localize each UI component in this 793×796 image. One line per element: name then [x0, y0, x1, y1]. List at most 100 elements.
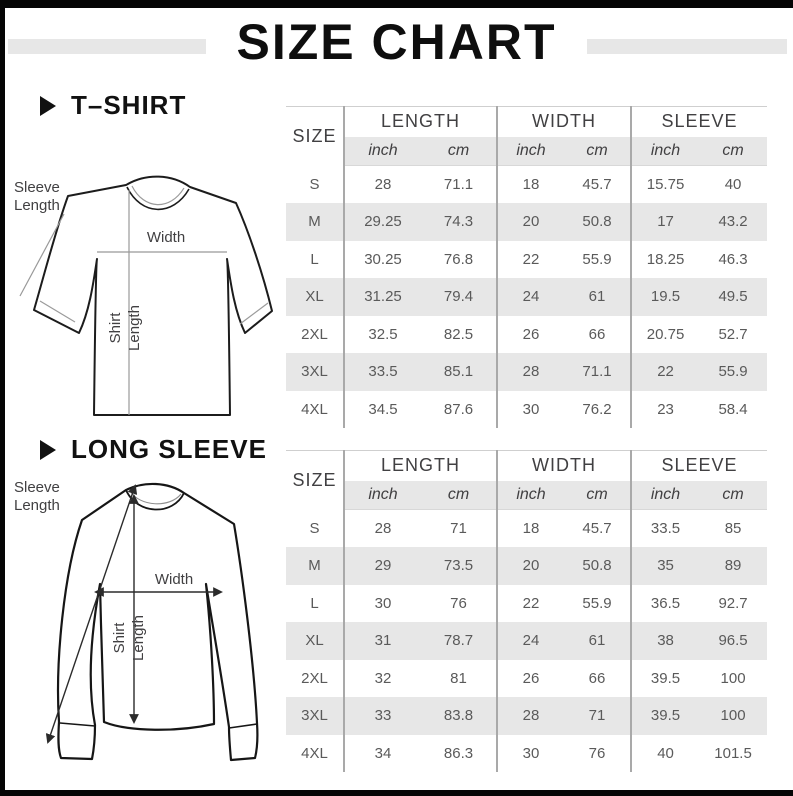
tshirt-length-label-1: Shirt [107, 312, 124, 344]
length-group-header: LENGTH [342, 450, 498, 481]
page-title: SIZE CHART [236, 14, 557, 70]
value-cell: 101.5 [699, 734, 768, 772]
value-cell: 28 [343, 509, 421, 547]
tshirt-length-label-2: Length [126, 305, 143, 351]
value-cell: 35 [630, 547, 700, 585]
longsleeve-section-heading: LONG SLEEVE [40, 434, 267, 465]
value-cell: 17 [630, 203, 700, 241]
longsleeve-sleeve-length-arrow [45, 484, 138, 744]
tshirt-outline [33, 175, 273, 416]
value-cell: 78.7 [421, 622, 498, 660]
tshirt-collar-inner [126, 186, 190, 211]
size-cell: L [286, 240, 345, 278]
unit-inch-header: inch [496, 480, 565, 510]
value-cell: 22 [630, 353, 700, 391]
value-cell: 38 [630, 622, 700, 660]
size-row-xl: XL 31 78.7 24 61 38 96.5 [286, 622, 768, 660]
value-cell: 45.7 [564, 509, 632, 547]
unit-inch-header: inch [630, 136, 700, 166]
size-cell: XL [286, 622, 345, 660]
value-cell: 34 [343, 734, 421, 772]
size-row-4xl: 4XL 34 86.3 30 76 40 101.5 [286, 734, 768, 772]
value-cell: 28 [496, 697, 565, 735]
value-cell: 40 [630, 734, 700, 772]
tshirt-width-label: Width [147, 229, 185, 246]
bottom-frame-bar [0, 790, 793, 796]
value-cell: 61 [564, 278, 632, 316]
value-cell: 40 [699, 165, 768, 203]
value-cell: 71.1 [564, 353, 632, 391]
size-row-l: L 30.25 76.8 22 55.9 18.25 46.3 [286, 240, 768, 278]
longsleeve-right-cuff-seam [228, 723, 258, 729]
unit-inch-header: inch [343, 136, 421, 166]
size-row-l: L 30 76 22 55.9 36.5 92.7 [286, 584, 768, 622]
value-cell: 18.25 [630, 240, 700, 278]
length-group-header: LENGTH [342, 106, 498, 137]
title-rule-left [8, 39, 206, 54]
longsleeve-sleeve-label-1: Sleeve [14, 479, 60, 496]
left-frame-bar [0, 0, 5, 796]
value-cell: 82.5 [421, 315, 498, 353]
value-cell: 36.5 [630, 584, 700, 622]
sleeve-group-header: SLEEVE [630, 106, 768, 137]
unit-cm-header: cm [421, 480, 498, 510]
size-row-xl: XL 31.25 79.4 24 61 19.5 49.5 [286, 278, 768, 316]
size-column-header: SIZE [286, 106, 345, 166]
unit-inch-header: inch [343, 480, 421, 510]
longsleeve-length-label-2: Length [130, 615, 147, 661]
value-cell: 24 [496, 622, 565, 660]
value-cell: 76.8 [421, 240, 498, 278]
value-cell: 52.7 [699, 315, 768, 353]
value-cell: 66 [564, 315, 632, 353]
size-row-2xl: 2XL 32.5 82.5 26 66 20.75 52.7 [286, 315, 768, 353]
value-cell: 86.3 [421, 734, 498, 772]
size-column-header: SIZE [286, 450, 345, 510]
triangle-bullet-icon [40, 439, 56, 460]
size-cell: 2XL [286, 315, 345, 353]
size-cell: L [286, 584, 345, 622]
value-cell: 26 [496, 315, 565, 353]
value-cell: 79.4 [421, 278, 498, 316]
value-cell: 100 [699, 697, 768, 735]
value-cell: 18 [496, 509, 565, 547]
value-cell: 71 [421, 509, 498, 547]
value-cell: 18 [496, 165, 565, 203]
tshirt-collar-rib [131, 185, 185, 206]
value-cell: 30 [496, 734, 565, 772]
value-cell: 46.3 [699, 240, 768, 278]
longsleeve-diagram: Sleeve Length Width Shirt Length [14, 479, 259, 762]
tshirt-sleeve-length-line [19, 213, 65, 297]
value-cell: 26 [496, 659, 565, 697]
size-row-4xl: 4XL 34.5 87.6 30 76.2 23 58.4 [286, 390, 768, 428]
size-cell: S [286, 509, 345, 547]
value-cell: 20 [496, 547, 565, 585]
value-cell: 92.7 [699, 584, 768, 622]
value-cell: 33.5 [343, 353, 421, 391]
size-row-3xl: 3XL 33 83.8 28 71 39.5 100 [286, 697, 768, 735]
size-cell: XL [286, 278, 345, 316]
unit-cm-header: cm [564, 480, 632, 510]
value-cell: 33.5 [630, 509, 700, 547]
size-cell: S [286, 165, 345, 203]
size-cell: 3XL [286, 697, 345, 735]
value-cell: 39.5 [630, 659, 700, 697]
value-cell: 30 [343, 584, 421, 622]
unit-inch-header: inch [496, 136, 565, 166]
value-cell: 96.5 [699, 622, 768, 660]
value-cell: 24 [496, 278, 565, 316]
longsleeve-outline [56, 482, 259, 762]
value-cell: 31.25 [343, 278, 421, 316]
size-row-2xl: 2XL 32 81 26 66 39.5 100 [286, 659, 768, 697]
title-rule-right [587, 39, 787, 54]
value-cell: 32.5 [343, 315, 421, 353]
value-cell: 76 [564, 734, 632, 772]
size-cell: 3XL [286, 353, 345, 391]
longsleeve-length-label-1: Shirt [111, 622, 128, 654]
value-cell: 87.6 [421, 390, 498, 428]
value-cell: 61 [564, 622, 632, 660]
longsleeve-size-table: SIZE LENGTH WIDTH SLEEVE inch cm inch cm… [286, 450, 768, 772]
value-cell: 28 [343, 165, 421, 203]
value-cell: 85 [699, 509, 768, 547]
value-cell: 76 [421, 584, 498, 622]
